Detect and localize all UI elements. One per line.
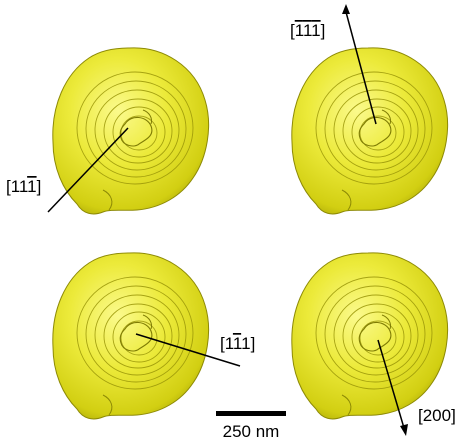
particle-top-right xyxy=(291,47,449,215)
particle-bottom-left xyxy=(52,252,210,420)
label-111bar: [111] xyxy=(6,177,41,196)
scale-bar xyxy=(216,411,286,416)
arrowhead-bar111 xyxy=(342,4,350,14)
arrowhead-200 xyxy=(400,424,408,436)
label-1bar11: [111] xyxy=(220,334,255,353)
axis-line-1bar11 xyxy=(135,333,241,367)
axis-line-bar111 xyxy=(345,11,377,125)
label-bar111: [111] xyxy=(290,21,325,40)
particle-bottom-right xyxy=(291,252,449,420)
scale-bar-label: 250 nm xyxy=(223,422,280,441)
label-200: [200] xyxy=(418,406,456,425)
axis-line-111bar xyxy=(47,127,129,213)
particle-top-left xyxy=(52,47,210,215)
axis-line-200 xyxy=(377,339,405,429)
